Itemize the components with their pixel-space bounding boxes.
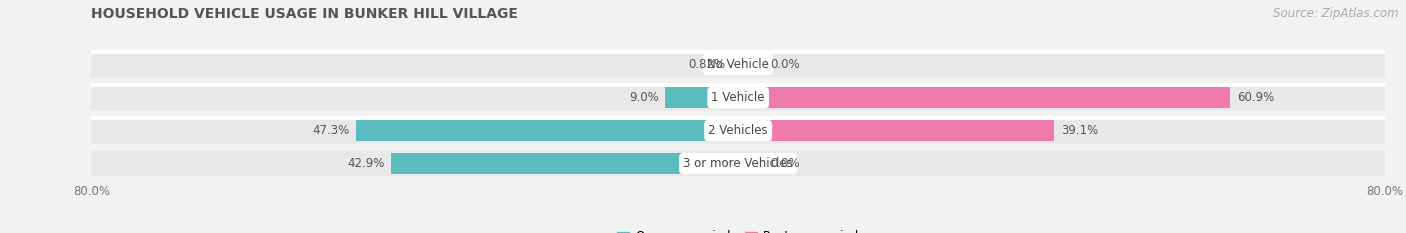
Text: 1 Vehicle: 1 Vehicle	[711, 91, 765, 104]
Text: No Vehicle: No Vehicle	[707, 58, 769, 71]
Bar	[738, 87, 1230, 108]
Bar	[391, 153, 738, 174]
Text: 3 or more Vehicles: 3 or more Vehicles	[683, 157, 793, 170]
FancyBboxPatch shape	[91, 85, 1385, 110]
Bar	[665, 87, 738, 108]
Text: 0.82%: 0.82%	[688, 58, 725, 71]
FancyBboxPatch shape	[91, 151, 1385, 176]
Text: 0.0%: 0.0%	[770, 58, 800, 71]
Text: 39.1%: 39.1%	[1060, 124, 1098, 137]
FancyBboxPatch shape	[91, 118, 1385, 144]
Text: 42.9%: 42.9%	[347, 157, 385, 170]
Text: 47.3%: 47.3%	[312, 124, 349, 137]
Legend: Owner-occupied, Renter-occupied: Owner-occupied, Renter-occupied	[613, 226, 863, 233]
Bar	[738, 120, 1054, 141]
Text: Source: ZipAtlas.com: Source: ZipAtlas.com	[1274, 7, 1399, 20]
Text: 9.0%: 9.0%	[628, 91, 659, 104]
Bar	[731, 55, 738, 75]
Text: 60.9%: 60.9%	[1237, 91, 1274, 104]
FancyBboxPatch shape	[91, 52, 1385, 78]
Text: 0.0%: 0.0%	[770, 157, 800, 170]
Bar	[356, 120, 738, 141]
Text: HOUSEHOLD VEHICLE USAGE IN BUNKER HILL VILLAGE: HOUSEHOLD VEHICLE USAGE IN BUNKER HILL V…	[91, 7, 519, 21]
Text: 2 Vehicles: 2 Vehicles	[709, 124, 768, 137]
